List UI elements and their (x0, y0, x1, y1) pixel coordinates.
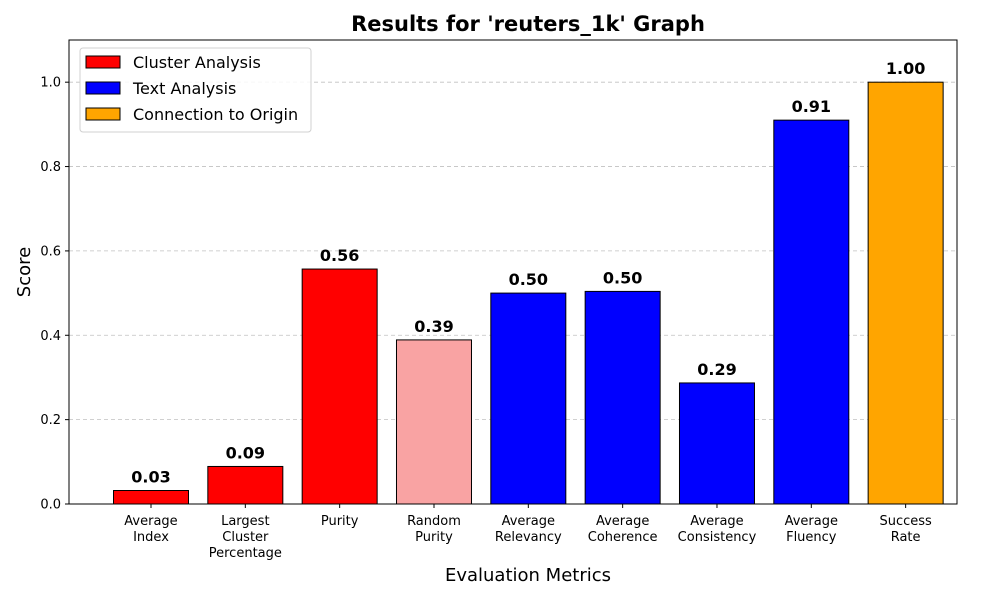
y-tick-label: 1.0 (40, 76, 61, 91)
legend-label: Cluster Analysis (133, 53, 261, 72)
y-tick-label: 0.6 (40, 244, 61, 259)
bar (490, 292, 567, 505)
bar-value-label: 1.00 (886, 59, 925, 78)
bar (773, 119, 850, 505)
bar-value-label: 0.03 (131, 468, 170, 487)
bar-value-label: 0.50 (509, 270, 548, 289)
bar-value-label: 0.91 (792, 97, 831, 116)
legend-box (79, 47, 312, 133)
x-axis: Average Index Largest Cluster Percentage Puri… (124, 504, 932, 561)
chart-title: Results for 'reuters_1k' Graph (351, 12, 705, 36)
plot-frame (68, 39, 958, 505)
bar (867, 81, 944, 505)
x-tick-label: Largest Cluster Percentage (209, 514, 282, 561)
x-tick-label: Purity (321, 514, 359, 529)
bar (207, 465, 284, 505)
legend-label: Connection to Origin (133, 105, 298, 124)
bar (395, 339, 472, 505)
x-tick-label: Success Rate (879, 514, 932, 545)
x-tick-label: Average Fluency (785, 514, 838, 545)
x-tick-label: Random Purity (407, 514, 461, 545)
x-tick-label: Average Consistency (678, 514, 757, 545)
bar-value-label: 0.29 (697, 360, 736, 379)
legend: Cluster Analysis Text Analysis Connection … (79, 47, 312, 133)
legend-swatch (85, 55, 121, 69)
bar (678, 382, 755, 505)
y-axis-title: Score (14, 247, 35, 297)
x-tick-label: Average Index (124, 514, 177, 545)
x-tick-label: Average Coherence (588, 514, 658, 545)
y-tick-label: 0.8 (40, 160, 61, 175)
bar (584, 290, 661, 505)
bar (301, 268, 378, 505)
bar-value-label: 0.56 (320, 246, 359, 265)
legend-swatch (85, 107, 121, 121)
bar-value-label: 0.50 (603, 268, 642, 287)
legend-swatch (85, 81, 121, 95)
y-tick-label: 0.2 (40, 413, 61, 428)
y-tick-label: 0.4 (40, 329, 61, 344)
bars: 0.03 0.09 0.56 0.39 0.50 0.50 0.29 0.91 1.00 (113, 59, 944, 505)
bar (113, 490, 189, 505)
bar-value-label: 0.09 (226, 443, 265, 462)
legend-label: Text Analysis (132, 79, 236, 98)
x-tick-label: Average Relevancy (495, 514, 562, 545)
y-axis: 0.0 0.2 0.4 0.6 0.8 1.0 (40, 76, 69, 513)
y-tick-label: 0.0 (40, 498, 61, 513)
bar-value-label: 0.39 (414, 317, 453, 336)
x-axis-title: Evaluation Metrics (445, 565, 611, 586)
